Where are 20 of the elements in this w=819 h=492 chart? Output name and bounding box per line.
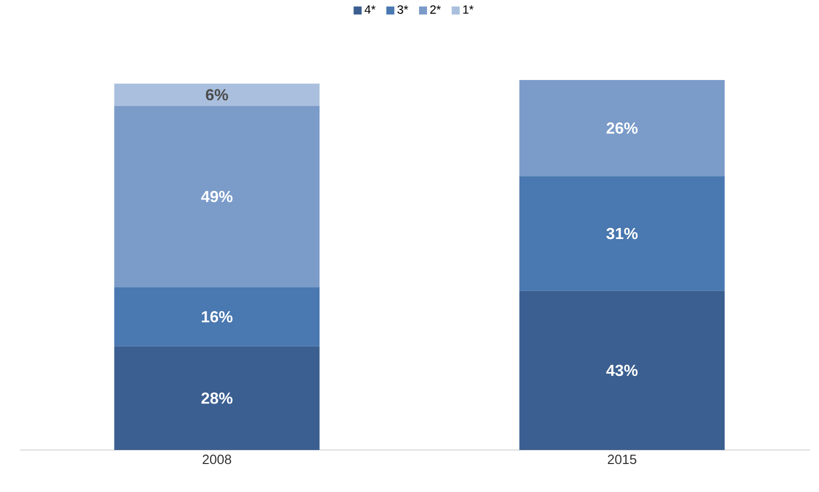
bar [114, 106, 320, 288]
legend-label: 4* [364, 5, 376, 14]
data-label: 16% [202, 311, 232, 322]
bar [519, 80, 725, 176]
legend-label: 3* [397, 5, 408, 14]
x-tick-label: 2008 [202, 454, 232, 464]
data-label: 26% [606, 122, 638, 134]
legend-label: 1* [463, 5, 474, 14]
bar [114, 287, 320, 346]
data-label: 28% [201, 392, 232, 404]
data-label: 31% [606, 228, 638, 240]
legend-label: 2* [430, 5, 441, 14]
x-tick-label: 2015 [608, 454, 636, 464]
data-label: 6% [206, 89, 228, 100]
data-label: 43% [606, 364, 638, 376]
bar [519, 176, 725, 291]
bar [114, 84, 320, 106]
data-label: 49% [201, 190, 232, 202]
bar [114, 346, 320, 450]
bar [519, 290, 725, 450]
